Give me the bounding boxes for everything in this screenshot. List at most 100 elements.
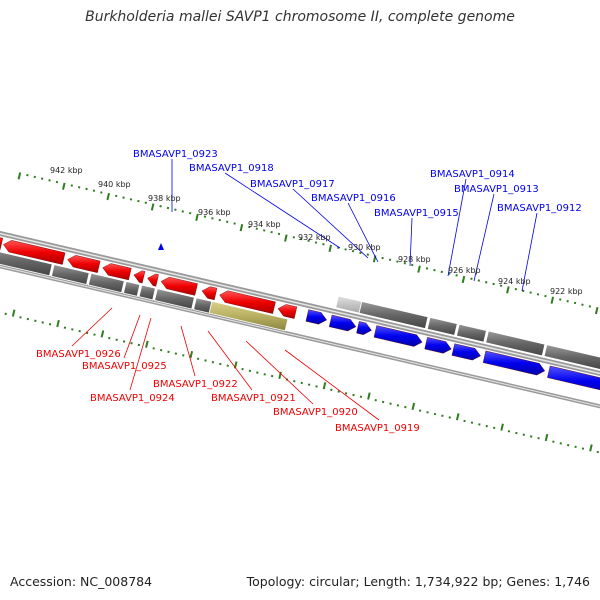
major-tick	[100, 330, 105, 338]
grey-feature-bar	[50, 264, 90, 285]
red-gene-arrow	[219, 290, 276, 314]
blue-leader-line	[292, 188, 369, 259]
major-tick	[239, 224, 244, 232]
scale-label: 926 kbp	[448, 266, 481, 275]
scale-label: 940 kbp	[98, 180, 131, 189]
blue-gene-arrow	[482, 350, 546, 376]
grey-feature-bar	[87, 272, 125, 294]
blue-gene-arrow	[424, 337, 452, 354]
major-tick	[17, 172, 22, 180]
blue-gene-label: BMASAVP1_0916	[311, 193, 396, 204]
blue-gene-arrow	[547, 365, 600, 391]
red-gene-arrow	[133, 270, 146, 284]
red-gene-label: BMASAVP1_0922	[153, 379, 238, 390]
major-tick	[62, 182, 66, 190]
red-gene-arrow	[277, 304, 298, 319]
grey-feature-bar	[456, 323, 487, 343]
major-tick	[106, 192, 110, 201]
page-title: Burkholderia mallei SAVP1 chromosome II,…	[85, 9, 515, 25]
major-tick	[284, 234, 288, 242]
blue-leader-line	[447, 178, 467, 277]
blue-gene-arrow	[305, 309, 328, 325]
major-tick	[367, 392, 371, 400]
red-gene-arrow	[3, 240, 66, 265]
major-tick	[322, 382, 327, 390]
scale-label: 938 kbp	[148, 194, 181, 203]
red-leader-line	[284, 349, 380, 421]
backbone-line-inner	[0, 232, 600, 375]
scale-label: 934 kbp	[248, 220, 281, 229]
major-tick	[411, 402, 416, 411]
major-tick	[417, 265, 421, 273]
grey-feature-bar	[358, 301, 429, 330]
red-gene-arrow	[201, 286, 218, 301]
red-leader-line	[129, 317, 152, 391]
blue-gene-arrow	[373, 325, 423, 347]
scale-label: 936 kbp	[198, 208, 231, 217]
scale-label: 932 kbp	[298, 233, 331, 242]
major-tick	[145, 340, 149, 348]
genome-stats-text: Topology: circular; Length: 1,734,922 bp…	[246, 574, 590, 589]
scale-label: 924 kbp	[498, 277, 531, 286]
scale-label: 922 kbp	[550, 287, 583, 296]
blue-leader-line	[473, 193, 495, 282]
inner-tick-line	[4, 309, 599, 454]
blue-leader-line	[409, 217, 413, 267]
major-tick	[195, 213, 199, 221]
major-tick	[461, 275, 466, 284]
major-tick	[550, 296, 555, 304]
major-tick	[11, 309, 16, 317]
red-gene-label: BMASAVP1_0926	[36, 349, 121, 360]
blue-gene-label: BMASAVP1_0915	[374, 208, 459, 219]
red-gene-arrow	[160, 276, 198, 296]
red-leader-line	[123, 314, 141, 359]
red-gene-label: BMASAVP1_0920	[273, 407, 358, 418]
grey-feature-bar	[543, 344, 600, 370]
red-gene-arrow	[147, 273, 159, 287]
blue-leader-line	[347, 202, 379, 263]
blue-gene-label: BMASAVP1_0914	[430, 169, 515, 180]
red-leader-line	[71, 307, 113, 347]
red-leader-line	[207, 330, 253, 391]
blue-gene-label: BMASAVP1_0917	[250, 179, 335, 190]
blue-gene-label: BMASAVP1_0913	[454, 184, 539, 195]
grey-feature-bar	[154, 288, 195, 310]
blue-leader-line	[521, 212, 538, 292]
major-tick	[150, 203, 155, 211]
major-tick	[544, 433, 549, 442]
grey-feature-bar	[138, 284, 156, 301]
major-tick	[56, 319, 60, 328]
marker-arrowhead	[158, 243, 164, 250]
red-leader-line	[245, 340, 314, 405]
scale-label: 928 kbp	[398, 255, 431, 264]
major-tick	[189, 350, 194, 359]
backbone2-line-inner	[0, 265, 600, 407]
major-tick	[455, 413, 460, 421]
grey-feature-bar	[485, 330, 546, 357]
red-gene-arrow	[0, 237, 4, 251]
major-tick	[500, 423, 504, 431]
outer-tick-line	[17, 172, 599, 315]
grey-feature-bar	[0, 251, 53, 277]
grey-feature-bar	[426, 316, 458, 336]
scale-label: 942 kbp	[50, 166, 83, 175]
major-tick	[506, 286, 510, 294]
red-gene-label: BMASAVP1_0919	[335, 423, 420, 434]
red-leader-line	[180, 325, 196, 377]
blue-gene-arrow	[328, 314, 357, 332]
red-gene-label: BMASAVP1_0925	[82, 361, 167, 372]
red-gene-label: BMASAVP1_0921	[211, 393, 296, 404]
major-tick	[589, 444, 593, 452]
major-tick	[328, 244, 333, 253]
red-gene-label: BMASAVP1_0924	[90, 393, 175, 404]
accession-text: Accession: NC_008784	[10, 574, 153, 589]
major-tick	[594, 306, 599, 315]
blue-gene-arrow	[356, 321, 372, 335]
blue-gene-label: BMASAVP1_0918	[189, 163, 274, 174]
grey-feature-bar	[123, 280, 141, 297]
scale-label: 930 kbp	[348, 243, 381, 252]
red-gene-arrow	[102, 263, 132, 281]
blue-leader-line	[224, 172, 341, 249]
red-gene-arrow	[67, 255, 101, 273]
